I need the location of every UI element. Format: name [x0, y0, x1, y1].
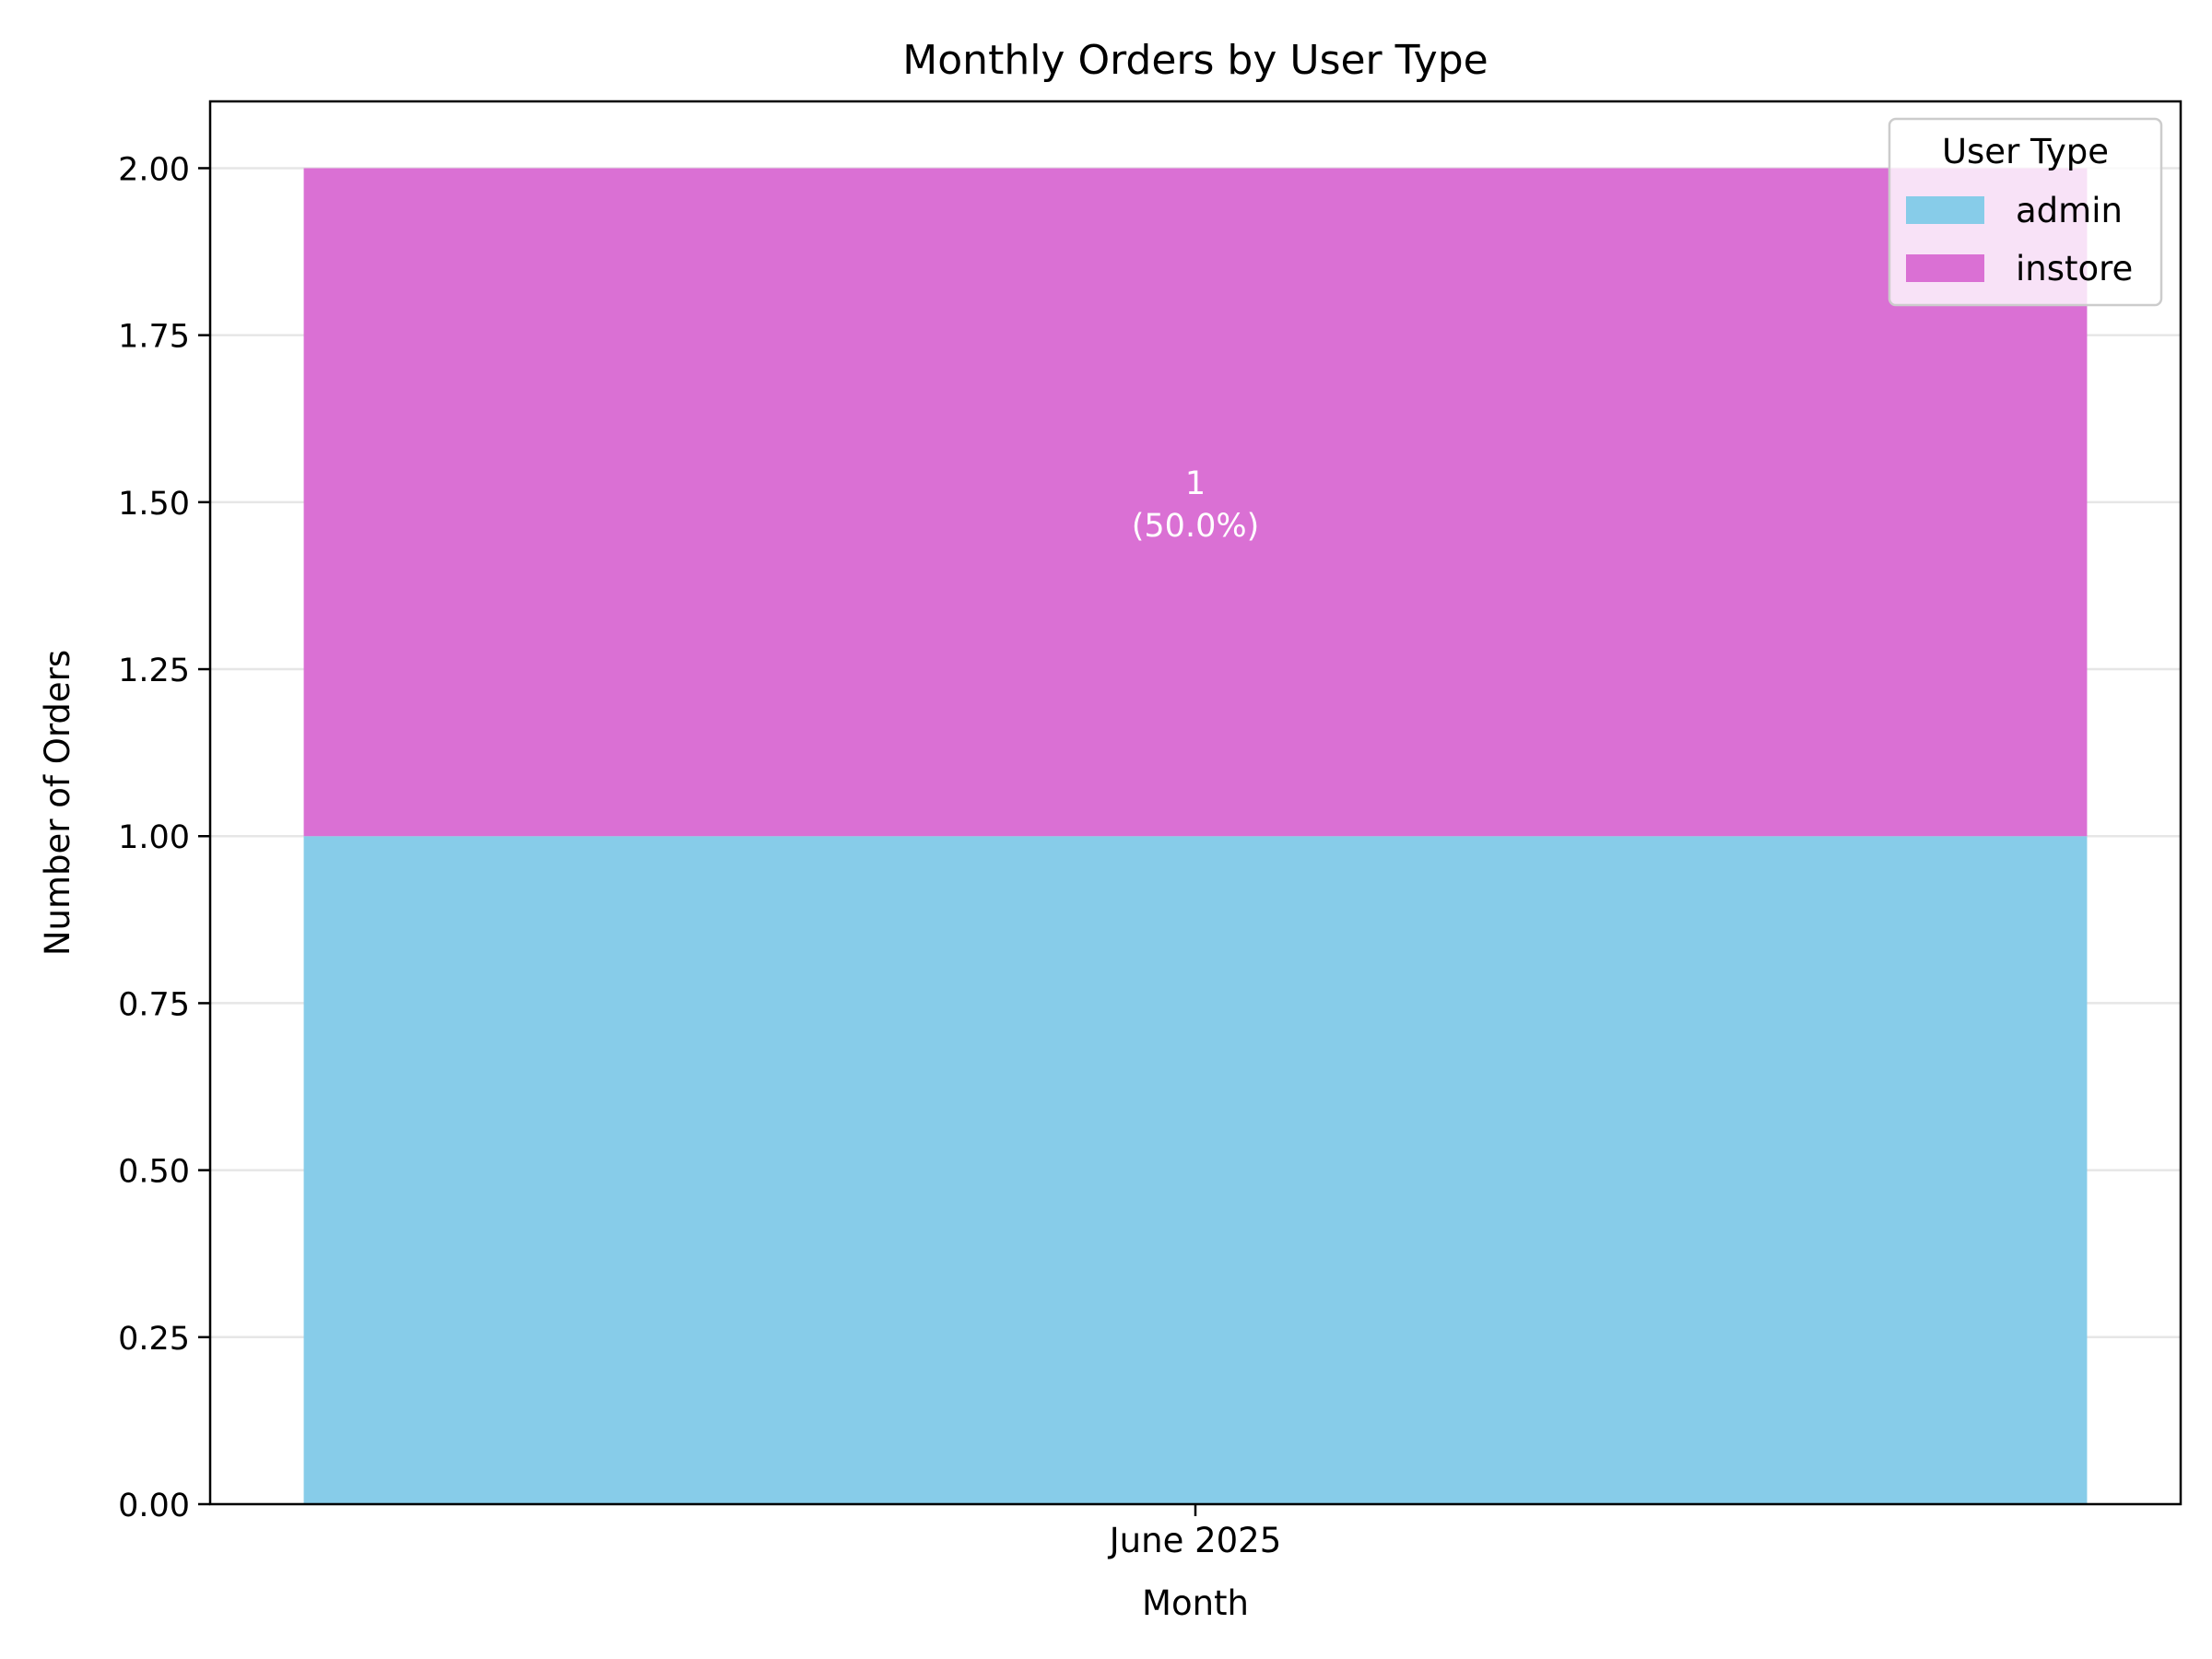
- legend-swatch-admin: [1906, 196, 1984, 224]
- y-tick-label: 1.75: [118, 319, 190, 356]
- x-axis-label: Month: [1142, 1583, 1249, 1623]
- legend-title: User Type: [1942, 132, 2109, 171]
- legend: User Type admin instore: [1888, 117, 2163, 307]
- bar-labels: 1 (50.0%): [1132, 465, 1260, 545]
- y-tick-label: 0.50: [118, 1154, 190, 1191]
- chart-title: Monthly Orders by User Type: [902, 37, 1488, 84]
- legend-label-instore: instore: [2016, 249, 2133, 288]
- bar-instore: [303, 168, 2088, 837]
- y-axis-label: Number of Orders: [38, 650, 77, 956]
- y-axis: 0.00 0.25 0.50 0.75 1.00 1.25 1.50 1.75 2.00: [118, 151, 210, 1524]
- bars: [303, 168, 2088, 1504]
- y-tick-label: 1.50: [118, 486, 190, 523]
- x-tick-label: June 2025: [1108, 1521, 1282, 1560]
- y-tick-label: 1.25: [118, 653, 190, 689]
- legend-swatch-instore: [1906, 254, 1984, 282]
- y-tick-label: 0.75: [118, 986, 190, 1023]
- bar-admin: [303, 836, 2088, 1504]
- bar-value-label: 1: [1185, 465, 1206, 502]
- y-tick-label: 0.00: [118, 1488, 190, 1524]
- y-tick-label: 2.00: [118, 151, 190, 188]
- legend-label-admin: admin: [2016, 191, 2123, 230]
- x-axis: June 2025: [1108, 1504, 1282, 1560]
- y-tick-label: 1.00: [118, 819, 190, 856]
- y-tick-label: 0.25: [118, 1321, 190, 1358]
- bar-percent-label: (50.0%): [1132, 508, 1260, 545]
